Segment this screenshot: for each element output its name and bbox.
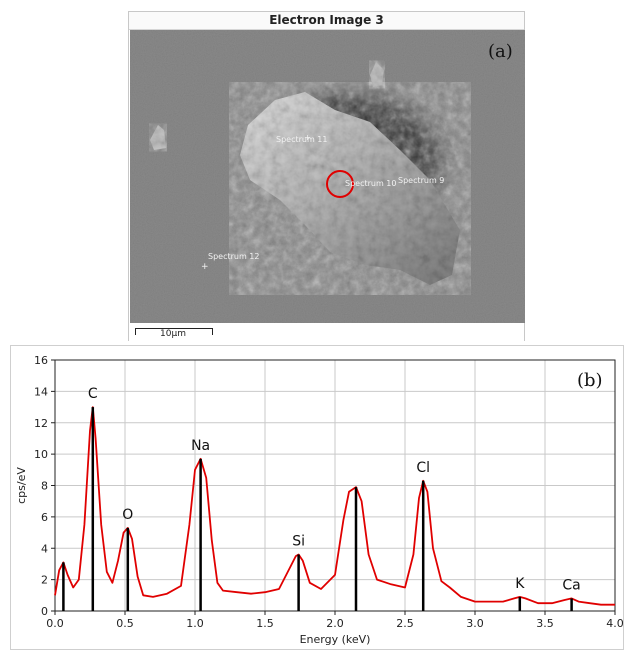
spectrum-marker-11: Spectrum 11 +	[276, 133, 328, 144]
spectrum-line	[54, 406, 615, 606]
x-tick-label: 1.0	[186, 617, 204, 630]
sem-micrograph: Spectrum 11 + Spectrum 10 Spectrum 9 Spe…	[130, 30, 525, 323]
y-tick-label: 16	[34, 354, 48, 367]
image-title: Electron Image 3	[129, 12, 524, 30]
peak-label: O	[122, 507, 133, 523]
svg-text:Spectrum 9: Spectrum 9	[398, 176, 444, 185]
series	[54, 406, 615, 606]
tick-labels: 0.0 0.5 1.0 1.5 2.0 2.5 3.0 3.5 4.0 0 2 4 6 8 10 12 14 16	[34, 354, 623, 630]
y-tick-label: 6	[41, 511, 48, 524]
svg-text:+: +	[304, 133, 311, 142]
scale-bar-strip: 10µm	[129, 323, 524, 341]
panel-label-a: (a)	[488, 41, 513, 62]
y-tick-label: 2	[41, 574, 48, 587]
scale-bar	[135, 328, 213, 335]
particle	[240, 92, 460, 285]
eds-spectrum-panel: 0.0 0.5 1.0 1.5 2.0 2.5 3.0 3.5 4.0 0 2 4 6 8 10 12 14 16…	[10, 345, 624, 650]
y-tick-label: 12	[34, 417, 48, 430]
x-tick-label: 4.0	[606, 617, 623, 630]
svg-text:Spectrum 10: Spectrum 10	[345, 179, 397, 188]
panel-label-b: (b)	[577, 370, 603, 391]
peak-label: Si	[292, 534, 305, 550]
scale-bar-label: 10µm	[160, 329, 186, 339]
x-tick-label: 0.0	[46, 617, 64, 630]
x-axis-label: Energy (keV)	[300, 633, 371, 646]
svg-text:+: +	[201, 262, 209, 272]
x-tick-label: 3.0	[466, 617, 484, 630]
spectrum-marker-9: Spectrum 9	[398, 176, 444, 185]
spectrum-marker-10: Spectrum 10	[326, 170, 397, 198]
eds-chart: 0.0 0.5 1.0 1.5 2.0 2.5 3.0 3.5 4.0 0 2 4 6 8 10 12 14 16…	[15, 354, 623, 646]
y-tick-label: 14	[34, 385, 48, 398]
plot-frame	[54, 359, 616, 612]
y-tick-label: 4	[41, 542, 48, 555]
y-tick-label: 8	[41, 480, 48, 493]
y-tick-label: 10	[34, 448, 48, 461]
peak-label: Na	[191, 438, 210, 454]
x-tick-label: 1.5	[256, 617, 274, 630]
x-tick-label: 0.5	[116, 617, 134, 630]
selection-circle	[326, 170, 354, 198]
axes	[51, 359, 616, 615]
y-axis-label: cps/eV	[15, 467, 28, 504]
svg-text:Spectrum 12: Spectrum 12	[208, 252, 260, 261]
x-tick-label: 3.5	[536, 617, 554, 630]
peak-label: K	[515, 576, 525, 592]
x-tick-label: 2.0	[326, 617, 344, 630]
peak-label: Ca	[562, 577, 580, 593]
sem-image-panel: Electron Image 3	[128, 11, 525, 341]
peak-markers: C O Na Si Cl K Ca	[62, 386, 581, 611]
y-tick-label: 0	[41, 605, 48, 618]
x-tick-label: 2.5	[396, 617, 414, 630]
svg-text:Spectrum 11: Spectrum 11	[276, 135, 328, 144]
peak-label: C	[88, 386, 98, 402]
spectrum-marker-12: Spectrum 12 +	[201, 252, 260, 272]
peak-label: Cl	[416, 460, 430, 476]
